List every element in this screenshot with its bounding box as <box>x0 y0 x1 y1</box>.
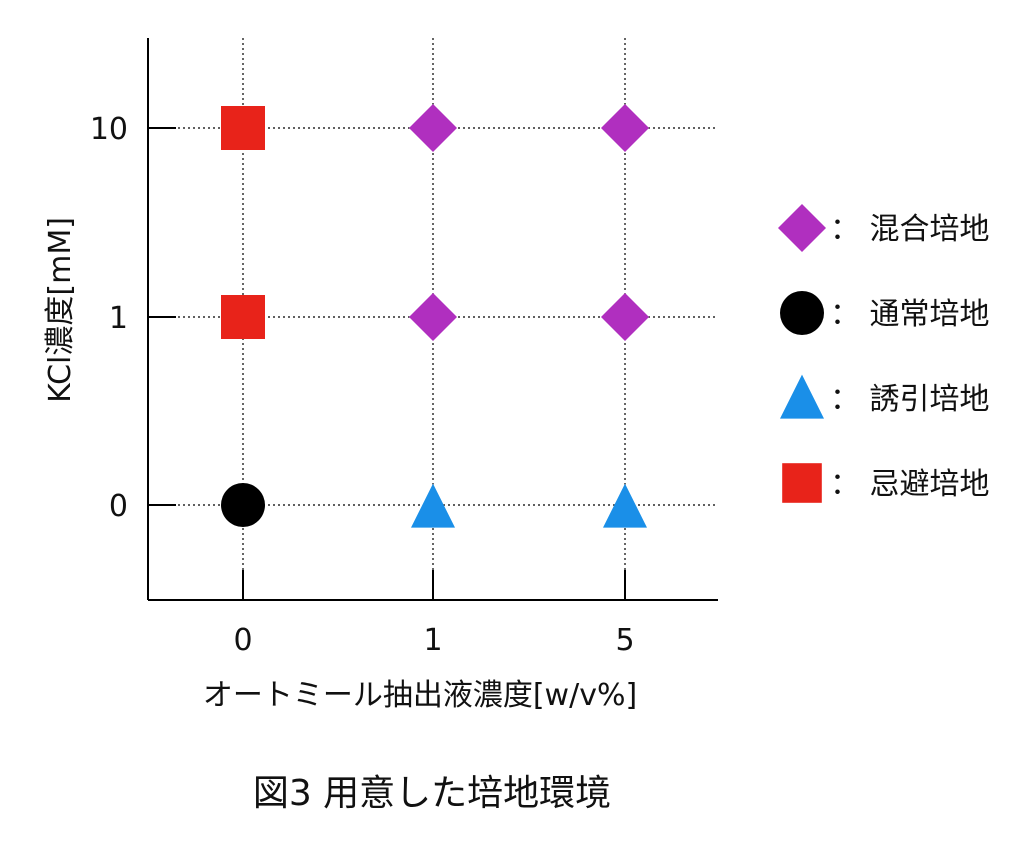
legend-marker-circle <box>780 291 824 335</box>
ticks: 0 1 5 0 1 10 <box>90 112 635 658</box>
data-point-square <box>221 295 265 339</box>
y-tick-label: 10 <box>90 112 128 147</box>
data-markers <box>221 104 649 528</box>
data-point-circle <box>221 483 265 527</box>
x-tick-label: 1 <box>423 623 442 658</box>
legend-label: ： 誘引培地 <box>830 382 990 417</box>
x-axis-title: オートミール抽出液濃度[w/v%] <box>203 678 637 713</box>
legend-label: ： 混合培地 <box>830 212 990 247</box>
legend: ： 混合培地 ： 通常培地 ： 誘引培地 ： 忌避培地 <box>778 204 990 503</box>
legend-label: ： 忌避培地 <box>830 467 990 502</box>
y-tick-label: 0 <box>109 489 128 524</box>
y-axis-title: KCl濃度[mM] <box>43 217 78 403</box>
legend-marker-square <box>782 463 822 503</box>
figure-caption: 図3 用意した培地環境 <box>253 773 611 814</box>
legend-label: ： 通常培地 <box>830 297 990 332</box>
x-tick-label: 0 <box>233 623 252 658</box>
data-point-triangle <box>603 483 647 528</box>
data-point-diamond <box>601 293 649 341</box>
legend-marker-triangle <box>780 374 824 419</box>
legend-marker-diamond <box>778 204 826 252</box>
data-point-diamond <box>409 293 457 341</box>
data-point-diamond <box>601 104 649 152</box>
data-point-square <box>221 106 265 150</box>
data-point-triangle <box>411 483 455 528</box>
y-tick-label: 1 <box>109 301 128 336</box>
data-point-diamond <box>409 104 457 152</box>
x-tick-label: 5 <box>615 623 634 658</box>
